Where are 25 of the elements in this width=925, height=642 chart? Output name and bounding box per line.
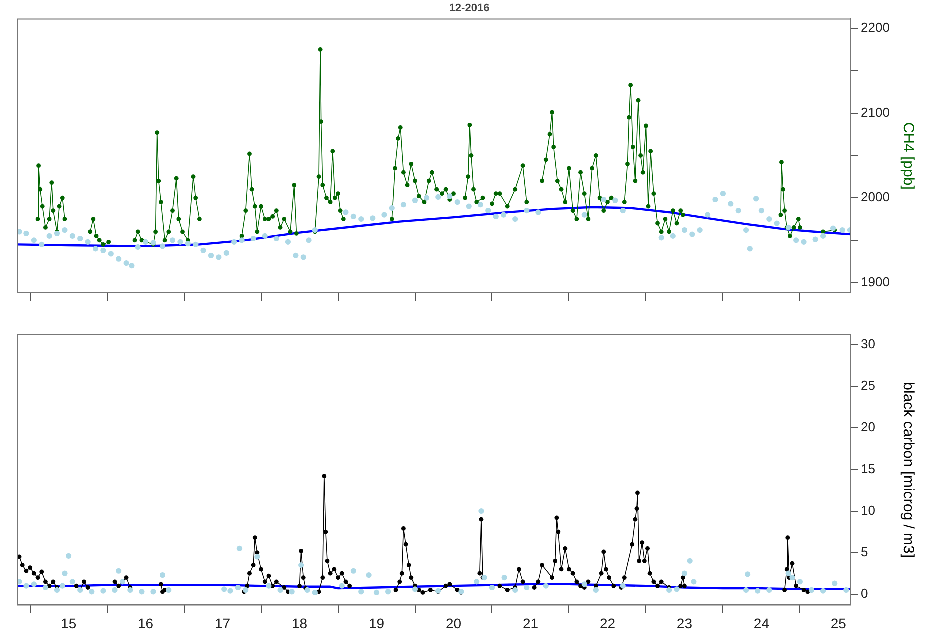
x-tick-label: 21: [522, 615, 539, 632]
x-tick-label: 18: [292, 615, 308, 632]
y-tick-label: 0: [861, 586, 868, 601]
y-tick-label: 20: [861, 420, 876, 435]
y-tick-label: 30: [861, 336, 876, 352]
x-tick-label: 16: [138, 615, 154, 632]
y-tick-label: 25: [861, 378, 876, 394]
x-tick-label: 19: [368, 615, 385, 632]
x-tick-label: 23: [676, 615, 693, 632]
x-tick-label: 22: [600, 615, 616, 632]
y-axis-title: black carbon [microg / m3]: [900, 382, 917, 558]
y-tick-label: 2200: [861, 20, 890, 36]
y-tick-label: 2000: [861, 190, 890, 205]
x-tick-label: 25: [830, 615, 847, 632]
y-axis-title: CH4 [ppb]: [900, 122, 917, 190]
x-tick-label: 15: [61, 615, 77, 632]
y-tick-label: 1900: [861, 274, 890, 290]
y-tick-label: 2100: [861, 104, 890, 120]
x-tick-label: 24: [754, 615, 770, 632]
y-tick-label: 5: [861, 544, 868, 560]
x-tick-label: 20: [446, 615, 462, 632]
y-tick-label: 15: [861, 461, 876, 476]
chart-title: 12-2016: [449, 2, 490, 15]
y-tick-label: 10: [861, 502, 876, 518]
x-tick-label: 17: [214, 615, 231, 632]
